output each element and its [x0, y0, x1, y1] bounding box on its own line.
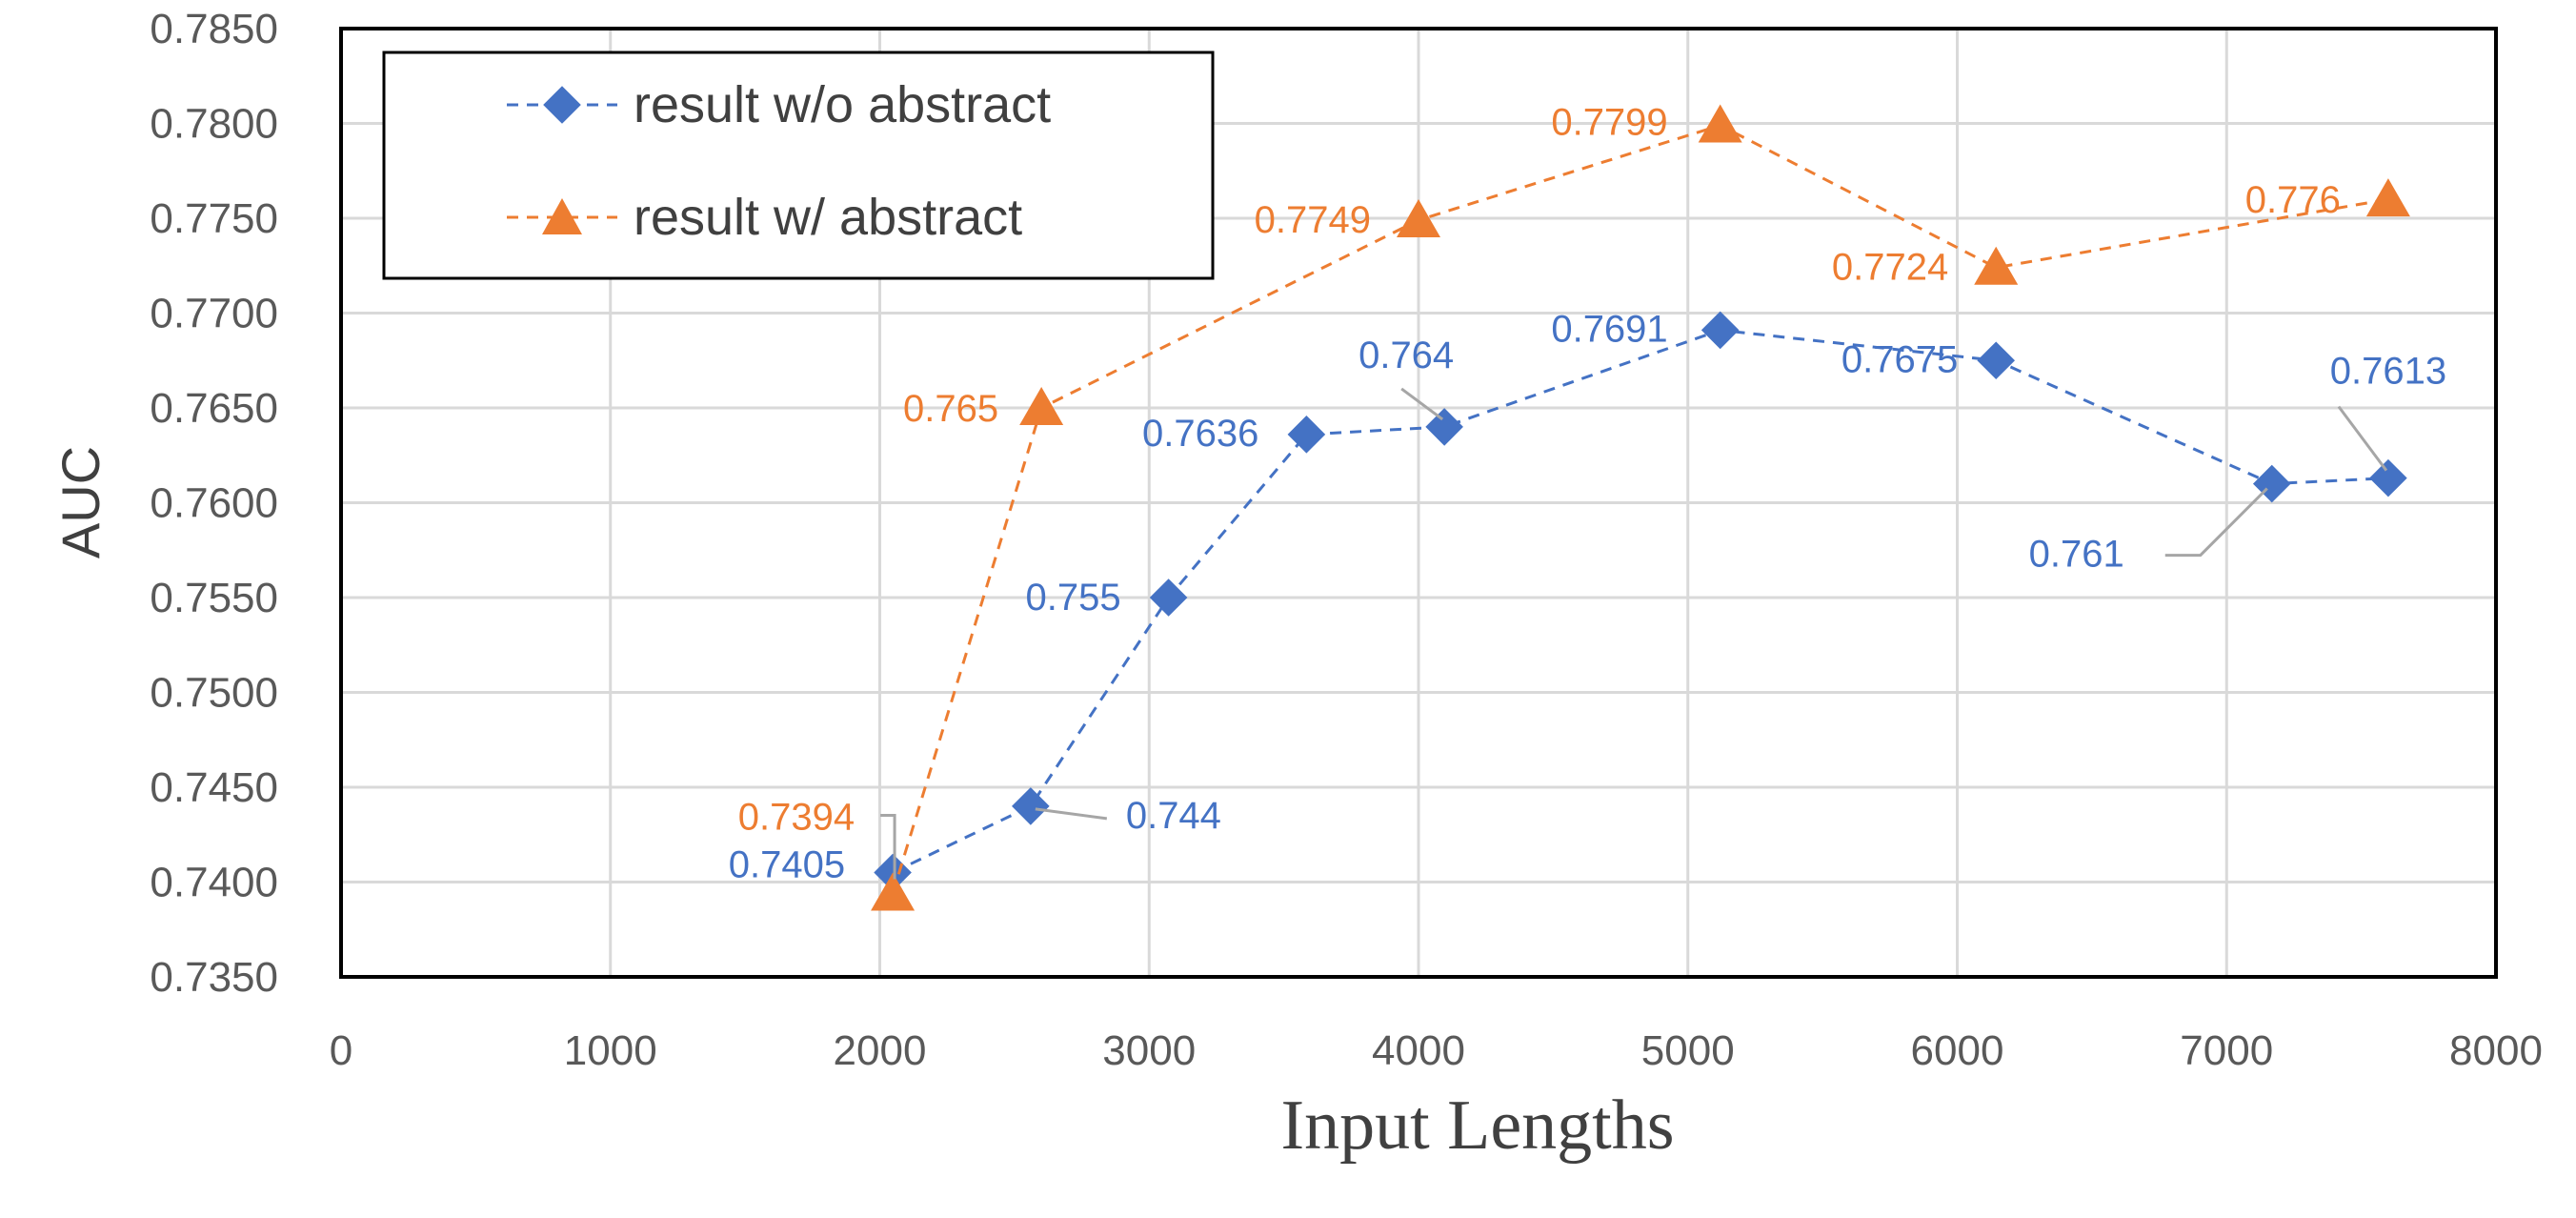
y-tick-label: 0.7400 — [150, 860, 278, 906]
data-label: 0.744 — [1126, 795, 1221, 837]
x-tick-label: 3000 — [1102, 1027, 1196, 1074]
data-label: 0.7749 — [1255, 199, 1371, 241]
data-point-triangle — [1974, 246, 2019, 285]
data-point-diamond — [1012, 787, 1050, 825]
data-labels-layer: 0.7405 0.744 0.755 0.7636 0.764 0.7691 0.7675 0… — [729, 101, 2446, 885]
data-point-triangle — [1698, 104, 1742, 143]
data-label-leader — [1035, 807, 1108, 821]
data-label-leader — [880, 813, 896, 880]
data-point-diamond — [1287, 416, 1326, 454]
x-tick-labels: 0 1000 2000 3000 4000 5000 6000 7000 8000 — [330, 1027, 2543, 1074]
y-tick-label: 0.7450 — [150, 764, 278, 811]
x-tick-label: 4000 — [1372, 1027, 1465, 1074]
y-axis-title: AUC — [50, 446, 111, 558]
plot-area-border — [339, 27, 2498, 979]
legend: result w/o abstract result w/ abstract — [382, 51, 1215, 280]
y-tick-label: 0.7550 — [150, 575, 278, 621]
x-tick-label: 7000 — [2180, 1027, 2273, 1074]
data-label-leader — [1400, 387, 1444, 421]
data-point-diamond — [1701, 311, 1740, 350]
data-label: 0.7724 — [1832, 247, 1948, 289]
data-label: 0.765 — [903, 388, 998, 430]
y-tick-label: 0.7650 — [150, 385, 278, 432]
data-label: 0.761 — [2029, 534, 2124, 576]
y-tick-label: 0.7750 — [150, 195, 278, 242]
x-tick-label: 8000 — [2449, 1027, 2543, 1074]
data-label: 0.7405 — [729, 844, 845, 886]
data-point-triangle — [1397, 198, 1440, 237]
x-axis-title: Input Lengths — [1280, 1086, 1674, 1165]
x-tick-label: 0 — [330, 1027, 352, 1074]
data-label: 0.7613 — [2330, 351, 2446, 393]
y-tick-label: 0.7800 — [150, 101, 278, 148]
series-line-1 — [892, 328, 2388, 874]
y-tick-label: 0.7700 — [150, 291, 278, 337]
legend-label-series-1: result w/o abstract — [634, 76, 1051, 133]
y-tick-label: 0.7600 — [150, 480, 278, 527]
x-tick-label: 6000 — [1911, 1027, 2004, 1074]
data-point-diamond — [1977, 341, 2016, 380]
data-label-leader — [2337, 405, 2388, 472]
legend-marker-diamond — [543, 86, 581, 124]
data-label-leader — [2164, 487, 2268, 558]
data-label: 0.776 — [2245, 179, 2341, 221]
y-tick-label: 0.7850 — [150, 6, 278, 52]
series-line-2 — [891, 123, 2389, 894]
data-point-diamond — [1149, 579, 1188, 617]
data-point-triangle — [871, 872, 916, 911]
data-point-diamond — [1425, 408, 1463, 446]
data-point-diamond — [2369, 458, 2407, 497]
legend-box — [382, 51, 1215, 280]
y-tick-label: 0.7500 — [150, 670, 278, 717]
x-tick-label: 1000 — [564, 1027, 657, 1074]
data-label: 0.7675 — [1841, 338, 1958, 380]
data-point-triangle — [2365, 178, 2410, 217]
y-tick-labels: 0.7350 0.7400 0.7450 0.7500 0.7550 0.7600 0.76… — [150, 6, 278, 1001]
data-label: 0.764 — [1358, 335, 1454, 376]
data-label: 0.7636 — [1142, 413, 1258, 455]
x-tick-label: 2000 — [834, 1027, 927, 1074]
y-tick-label: 0.7350 — [150, 954, 278, 1001]
data-label: 0.7799 — [1551, 101, 1667, 143]
data-label: 0.755 — [1025, 577, 1120, 619]
x-tick-label: 5000 — [1641, 1027, 1735, 1074]
data-label: 0.7691 — [1551, 308, 1667, 350]
data-label: 0.7394 — [738, 796, 855, 838]
data-point-triangle — [1019, 387, 1064, 425]
legend-marker-triangle — [542, 198, 582, 234]
legend-label-series-2: result w/ abstract — [634, 189, 1022, 246]
